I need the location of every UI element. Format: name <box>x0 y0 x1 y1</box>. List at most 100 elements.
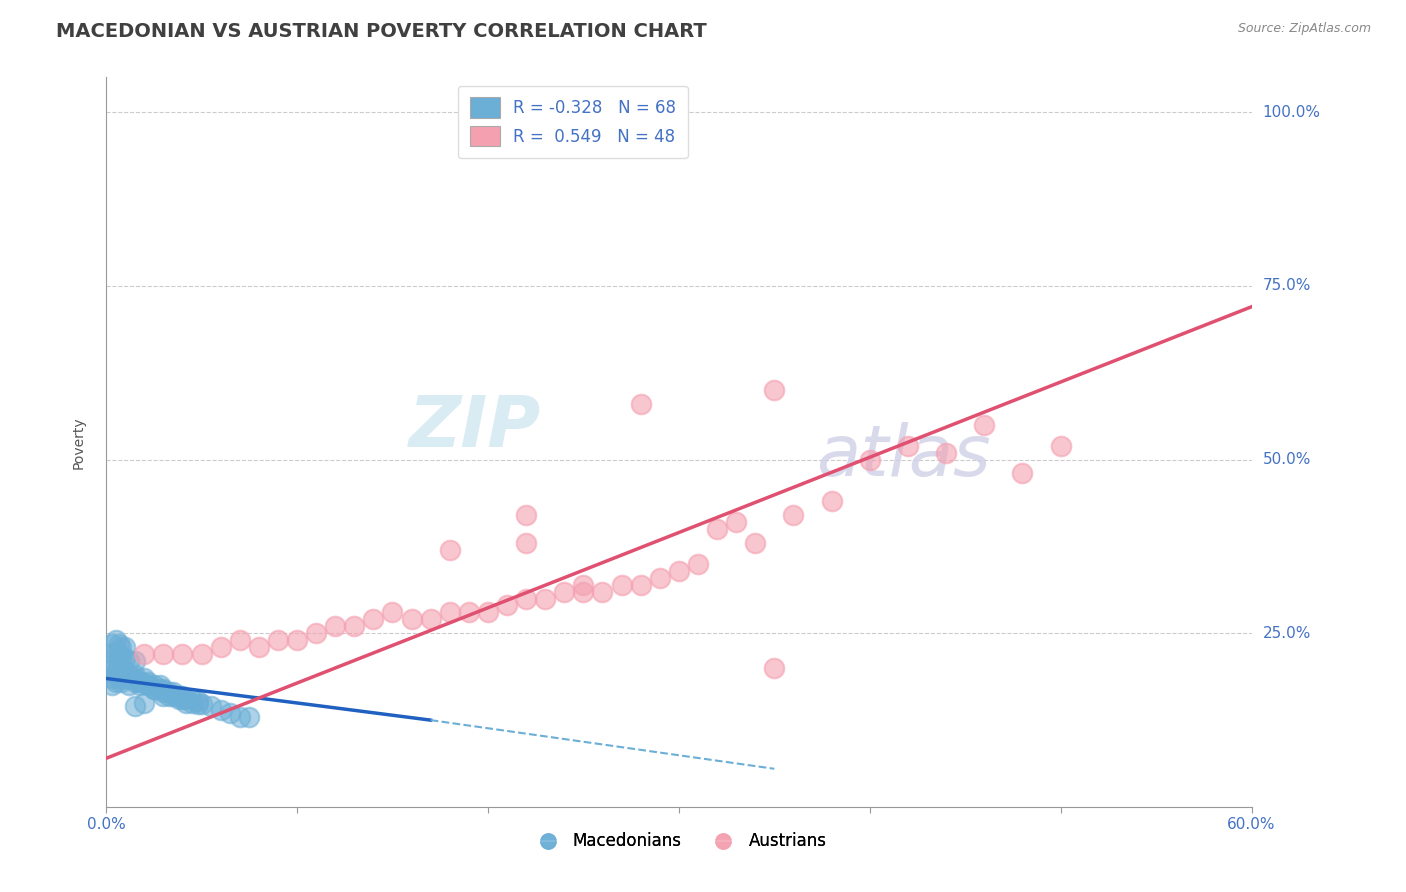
Point <box>134 672 156 686</box>
Y-axis label: Poverty: Poverty <box>72 416 86 468</box>
Point <box>136 678 159 692</box>
Point <box>897 439 920 453</box>
Point <box>181 692 204 706</box>
Point <box>152 689 174 703</box>
Point <box>190 647 212 661</box>
Point <box>200 699 222 714</box>
Point <box>134 647 156 661</box>
Point <box>238 709 260 723</box>
Point <box>114 640 136 655</box>
Point <box>162 689 184 703</box>
Point <box>108 647 131 661</box>
Point <box>124 674 146 689</box>
Point <box>104 647 127 661</box>
Point <box>114 665 136 679</box>
Point <box>104 633 127 648</box>
Point <box>419 612 441 626</box>
Point <box>124 672 146 686</box>
Point <box>114 650 136 665</box>
Point <box>439 542 461 557</box>
Point <box>110 674 132 689</box>
Text: MACEDONIAN VS AUSTRIAN POVERTY CORRELATION CHART: MACEDONIAN VS AUSTRIAN POVERTY CORRELATI… <box>56 22 707 41</box>
Point <box>686 557 709 571</box>
Point <box>136 674 159 689</box>
Point <box>174 696 197 710</box>
Point <box>101 637 124 651</box>
Point <box>110 640 132 655</box>
Point <box>110 668 132 682</box>
Point <box>129 674 152 689</box>
Point <box>104 674 127 689</box>
Point <box>108 672 131 686</box>
Point <box>124 699 146 714</box>
Point <box>114 672 136 686</box>
Point <box>706 522 728 536</box>
Point <box>134 676 156 690</box>
Point <box>157 689 180 703</box>
Point <box>935 445 957 459</box>
Point <box>763 661 786 675</box>
Point <box>477 606 499 620</box>
Point <box>101 678 124 692</box>
Point <box>1011 467 1033 481</box>
Point <box>124 654 146 668</box>
Text: 100.0%: 100.0% <box>1263 104 1320 120</box>
Point <box>267 633 290 648</box>
Text: 25.0%: 25.0% <box>1263 626 1310 640</box>
Point <box>152 681 174 696</box>
Point <box>401 612 423 626</box>
Point <box>172 647 194 661</box>
Point <box>104 665 127 679</box>
Text: atlas: atlas <box>817 422 991 491</box>
Point <box>648 571 671 585</box>
Point <box>859 452 882 467</box>
Point <box>630 397 652 411</box>
Text: Source: ZipAtlas.com: Source: ZipAtlas.com <box>1237 22 1371 36</box>
Point <box>591 584 613 599</box>
Point <box>142 681 165 696</box>
Point <box>219 706 242 721</box>
Point <box>534 591 557 606</box>
Point <box>381 606 404 620</box>
Point <box>152 685 174 699</box>
Point <box>439 606 461 620</box>
Point <box>103 661 125 675</box>
Point <box>496 599 519 613</box>
Point <box>148 678 170 692</box>
Point <box>305 626 328 640</box>
Point <box>187 697 209 711</box>
Point <box>228 709 250 723</box>
Point <box>129 678 152 692</box>
Point <box>247 640 270 655</box>
Point <box>668 564 690 578</box>
Point <box>553 584 575 599</box>
Point <box>209 640 232 655</box>
Point <box>134 696 156 710</box>
Text: ZIP: ZIP <box>409 393 541 462</box>
Point <box>120 672 142 686</box>
Point <box>181 696 204 710</box>
Point <box>725 515 748 529</box>
Point <box>162 685 184 699</box>
Point <box>363 612 385 626</box>
Point <box>515 536 537 550</box>
Point <box>782 508 804 523</box>
Point <box>152 647 174 661</box>
Point <box>118 672 141 686</box>
Point <box>110 650 132 665</box>
Point <box>114 668 136 682</box>
Point <box>142 678 165 692</box>
Point <box>118 678 141 692</box>
Point <box>148 681 170 696</box>
Point <box>172 692 194 706</box>
Point <box>285 633 308 648</box>
Point <box>973 417 995 432</box>
Point <box>108 668 131 682</box>
Point <box>820 494 842 508</box>
Point <box>157 685 180 699</box>
Point <box>142 681 165 696</box>
Point <box>763 383 786 397</box>
Text: 50.0%: 50.0% <box>1263 452 1310 467</box>
Point <box>174 692 197 706</box>
Point <box>209 703 232 717</box>
